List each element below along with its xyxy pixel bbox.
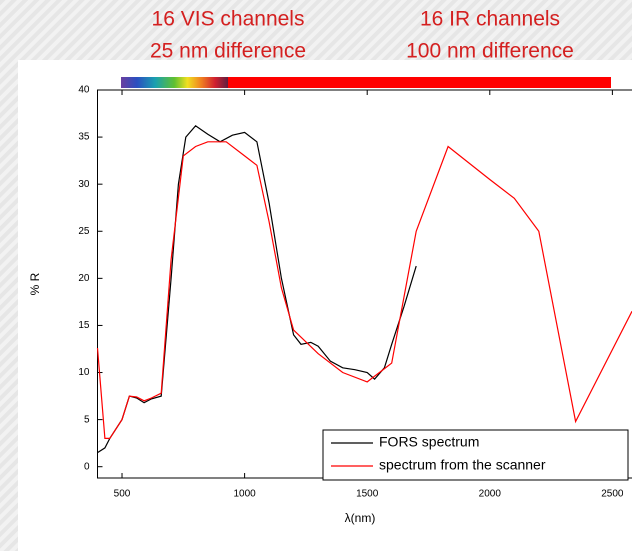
y-tick-label: 10 [78, 367, 90, 378]
y-tick-label: 30 [78, 179, 90, 190]
x-tick-label: 2500 [601, 489, 624, 500]
x-tick-label: 1500 [356, 489, 379, 500]
series-line [96, 141, 632, 439]
y-tick-label: 35 [78, 132, 90, 143]
x-tick-label: 1000 [233, 489, 256, 500]
y-tick-label: 15 [78, 320, 90, 331]
y-tick-label: 5 [84, 414, 90, 425]
annotation: 16 IR channels [420, 8, 560, 31]
annotation: 25 nm difference [150, 40, 306, 63]
annotation: 16 VIS channels [152, 8, 305, 31]
series-line [97, 124, 417, 454]
x-tick-label: 2000 [479, 489, 502, 500]
y-tick-label: 20 [78, 273, 90, 284]
legend-label: FORS spectrum [379, 434, 479, 450]
y-tick-label: 0 [84, 461, 90, 472]
x-axis-label: λ(nm) [345, 511, 376, 525]
y-axis-label: % R [28, 272, 42, 295]
x-tick-label: 500 [114, 489, 131, 500]
vis-bar [121, 77, 228, 88]
y-tick-label: 40 [78, 85, 90, 96]
legend-label: spectrum from the scanner [379, 457, 546, 473]
annotation: 100 nm difference [406, 40, 574, 63]
y-tick-label: 25 [78, 226, 90, 237]
legend-box [322, 429, 629, 481]
ir-bar [228, 77, 611, 88]
